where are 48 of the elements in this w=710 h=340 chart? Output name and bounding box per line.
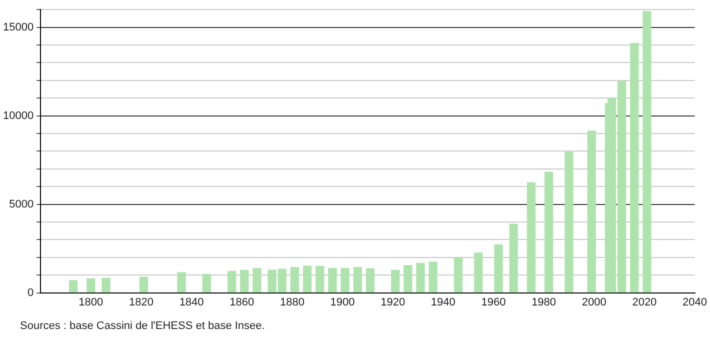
bar	[302, 266, 312, 293]
bar	[454, 257, 463, 293]
y-tick-label: 10000	[2, 110, 34, 122]
bar	[474, 252, 483, 293]
bar	[202, 274, 211, 293]
bar	[177, 272, 186, 293]
bar	[68, 280, 78, 293]
bar	[240, 270, 249, 293]
bar	[340, 268, 350, 293]
x-tick-label: 1800	[78, 296, 104, 308]
bar	[366, 268, 375, 293]
x-tick-label: 1940	[430, 296, 456, 308]
bar	[391, 270, 400, 293]
bar	[630, 42, 639, 293]
x-tick-label: 1860	[230, 296, 254, 308]
x-tick-label: 1920	[380, 296, 406, 308]
bar	[642, 11, 652, 293]
bar	[86, 278, 96, 293]
bar	[316, 266, 324, 293]
bar	[428, 262, 438, 293]
bar	[328, 268, 337, 293]
bar	[252, 268, 262, 293]
bar	[494, 244, 503, 293]
x-tick-label: 2040	[682, 296, 708, 308]
x-tick-label: 1900	[330, 296, 355, 308]
y-tick-label: 0	[27, 286, 34, 299]
x-tick-label: 1820	[128, 296, 154, 308]
bar	[416, 262, 425, 293]
x-tick-label: 1960	[481, 296, 506, 308]
bar	[544, 172, 554, 293]
bar	[227, 270, 236, 293]
x-tick-label: 2000	[582, 296, 606, 308]
bar	[509, 224, 518, 293]
bar	[404, 265, 412, 293]
x-tick-label: 1980	[532, 296, 556, 308]
x-tick-label: 2020	[632, 296, 657, 308]
bar	[139, 276, 148, 293]
x-tick-label: 1880	[280, 296, 304, 308]
y-tick-label: 15000	[2, 21, 34, 34]
bar	[587, 130, 596, 293]
x-tick-label: 1840	[179, 296, 204, 308]
bar	[353, 266, 362, 293]
bar	[290, 266, 300, 293]
bar	[564, 152, 574, 293]
bar	[102, 278, 110, 293]
source-note: Sources : base Cassini de l'EHESS et base Insee.	[20, 320, 265, 332]
y-tick-label: 5000	[9, 198, 34, 210]
bar	[526, 182, 536, 293]
